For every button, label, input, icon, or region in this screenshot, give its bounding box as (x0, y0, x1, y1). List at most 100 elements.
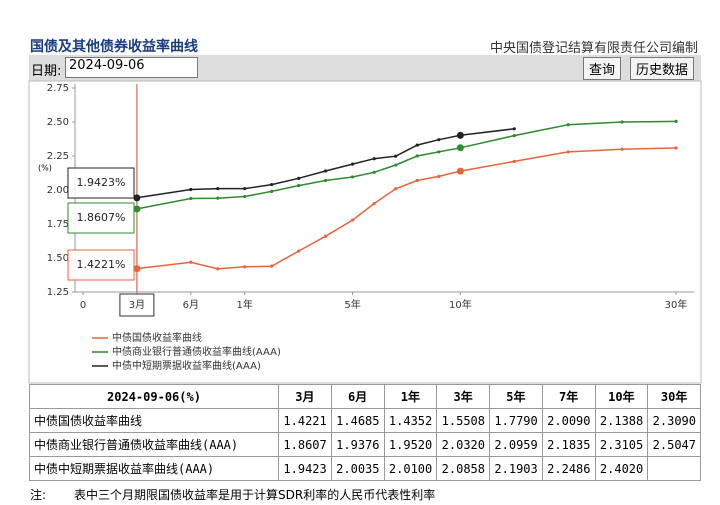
point (415, 178, 419, 183)
point (133, 265, 141, 273)
value-cell: 2.0858 (436, 456, 490, 481)
value-cell: 2.0035 (330, 456, 385, 481)
date-label: 日期: (31, 64, 62, 79)
source: 中央国债登记结算有限责任公司编制 (489, 41, 698, 56)
point (216, 187, 220, 191)
value-cell: 2.3090 (647, 408, 701, 433)
header-cell: 6月 (330, 384, 385, 409)
history-button[interactable]: 历史数据 (630, 57, 695, 80)
header-cell: 2024-09-06(%) (29, 384, 279, 409)
point (133, 194, 141, 202)
query-button[interactable]: 查询 (583, 57, 622, 80)
tooltip-label: 1.4221% (77, 258, 126, 271)
point (394, 163, 398, 167)
x-tick-label: 0 (80, 300, 86, 311)
value-cell: 1.7790 (489, 408, 543, 433)
y-axis-label: (%) (38, 164, 52, 173)
point (350, 218, 355, 222)
point (512, 134, 516, 138)
header-cell: 3月 (278, 384, 332, 409)
point (437, 150, 441, 154)
date-input[interactable]: 2024-09-06 (65, 57, 198, 78)
tooltip-box (67, 167, 135, 199)
point (456, 144, 464, 152)
value-cell: 2.2486 (541, 456, 596, 481)
value-cell: 1.9520 (383, 432, 438, 457)
value-cell: 2.0100 (383, 456, 438, 481)
point (297, 176, 301, 180)
value-cell: 2.4020 (594, 456, 649, 481)
header-cell: 30年 (647, 384, 701, 409)
point (394, 187, 398, 191)
table-row: 中债商业银行普通债收益率曲线(AAA) 1.8607 1.9376 1.9520 2.0… (29, 432, 701, 457)
point (566, 150, 570, 154)
table-row: 中债国债收益率曲线 1.4221 1.4685 1.4352 1.5508 1.7790 2… (29, 408, 701, 433)
x-hover-box (119, 293, 155, 317)
header-cell: 1年 (383, 384, 438, 409)
header-cell: 7年 (541, 384, 596, 409)
tooltip-box (67, 249, 135, 281)
legend-label: 中债中短期票据收益率曲线(AAA) (112, 359, 261, 372)
series-line (136, 128, 515, 199)
point (394, 154, 398, 158)
note: 注: 表中三个月期限国债收益率是用于计算SDR利率的人民币代表性利率 (30, 486, 435, 503)
note-text: 表中三个月期限国债收益率是用于计算SDR利率的人民币代表性利率 (74, 488, 436, 502)
point (415, 143, 419, 147)
point (566, 123, 570, 127)
page-title: 国债及其他债券收益率曲线 (30, 39, 198, 55)
point (674, 146, 678, 150)
row-name: 中债商业银行普通债收益率曲线(AAA) (29, 432, 279, 457)
point (270, 182, 274, 187)
value-cell: 1.9423 (278, 456, 332, 481)
tooltip-label: 1.9423% (77, 176, 126, 189)
point (243, 265, 247, 269)
value-cell: 1.8607 (278, 432, 332, 457)
x-tick-label: 10年 (449, 298, 472, 311)
value-cell: 2.1835 (541, 432, 596, 457)
point (372, 157, 376, 161)
tooltip-label: 1.8607% (77, 211, 126, 224)
value-cell: 2.1903 (489, 456, 543, 481)
point (270, 189, 274, 193)
point (674, 119, 678, 123)
x-tick-label: 3月 (129, 299, 145, 311)
point (189, 187, 193, 192)
point (323, 169, 328, 173)
header-cell: 10年 (594, 384, 649, 409)
point (243, 194, 247, 199)
table-row: 中债中短期票据收益率曲线(AAA) 1.9423 2.0035 2.0100 2.085… (29, 456, 701, 481)
x-tick-label: 5年 (344, 298, 360, 311)
value-cell: 1.4352 (383, 408, 438, 433)
y-tick-label: 1.25 (47, 287, 69, 298)
point (372, 170, 376, 174)
y-tick-label: 1.75 (47, 219, 69, 230)
row-name: 中债中短期票据收益率曲线(AAA) (29, 456, 279, 481)
table-header-row: 2024-09-06(%) 3月 6月 1年 3年 5年 7年 10年 30年 (29, 384, 701, 409)
legend-label: 中债国债收益率曲线 (112, 331, 202, 344)
yield-table: 2024-09-06(%) 3月 6月 1年 3年 5年 7年 10年 30年 中债国债收益率曲线… (29, 384, 701, 481)
value-cell: 1.4221 (278, 408, 332, 433)
value-cell: 1.5508 (436, 408, 490, 433)
value-cell: 2.0320 (436, 432, 490, 457)
header-cell: 3年 (436, 384, 490, 409)
point (456, 131, 464, 139)
toolbar: 日期: 2024-09-06 查询 历史数据 (29, 55, 701, 81)
value-cell: 2.1388 (594, 408, 649, 433)
chart-frame (28, 80, 702, 384)
point (350, 175, 355, 179)
value-cell: 1.9376 (330, 432, 385, 457)
point (323, 234, 328, 238)
point (189, 260, 193, 264)
y-tick-label: 2.25 (47, 151, 69, 162)
y-tick-label: 2.50 (47, 117, 69, 128)
point (437, 174, 441, 178)
point (216, 267, 220, 271)
header-cell: 5年 (489, 384, 543, 409)
point (456, 167, 464, 175)
x-tick-label: 30年 (665, 298, 688, 311)
chart: (%) 1.25 1.50 1.75 2.00 2.25 2.50 2.75 0 3月 6月 1年 5… (28, 80, 702, 384)
value-cell: 2.0959 (489, 432, 543, 457)
row-name: 中债国债收益率曲线 (29, 408, 279, 433)
value-cell: 2.5047 (647, 432, 701, 457)
